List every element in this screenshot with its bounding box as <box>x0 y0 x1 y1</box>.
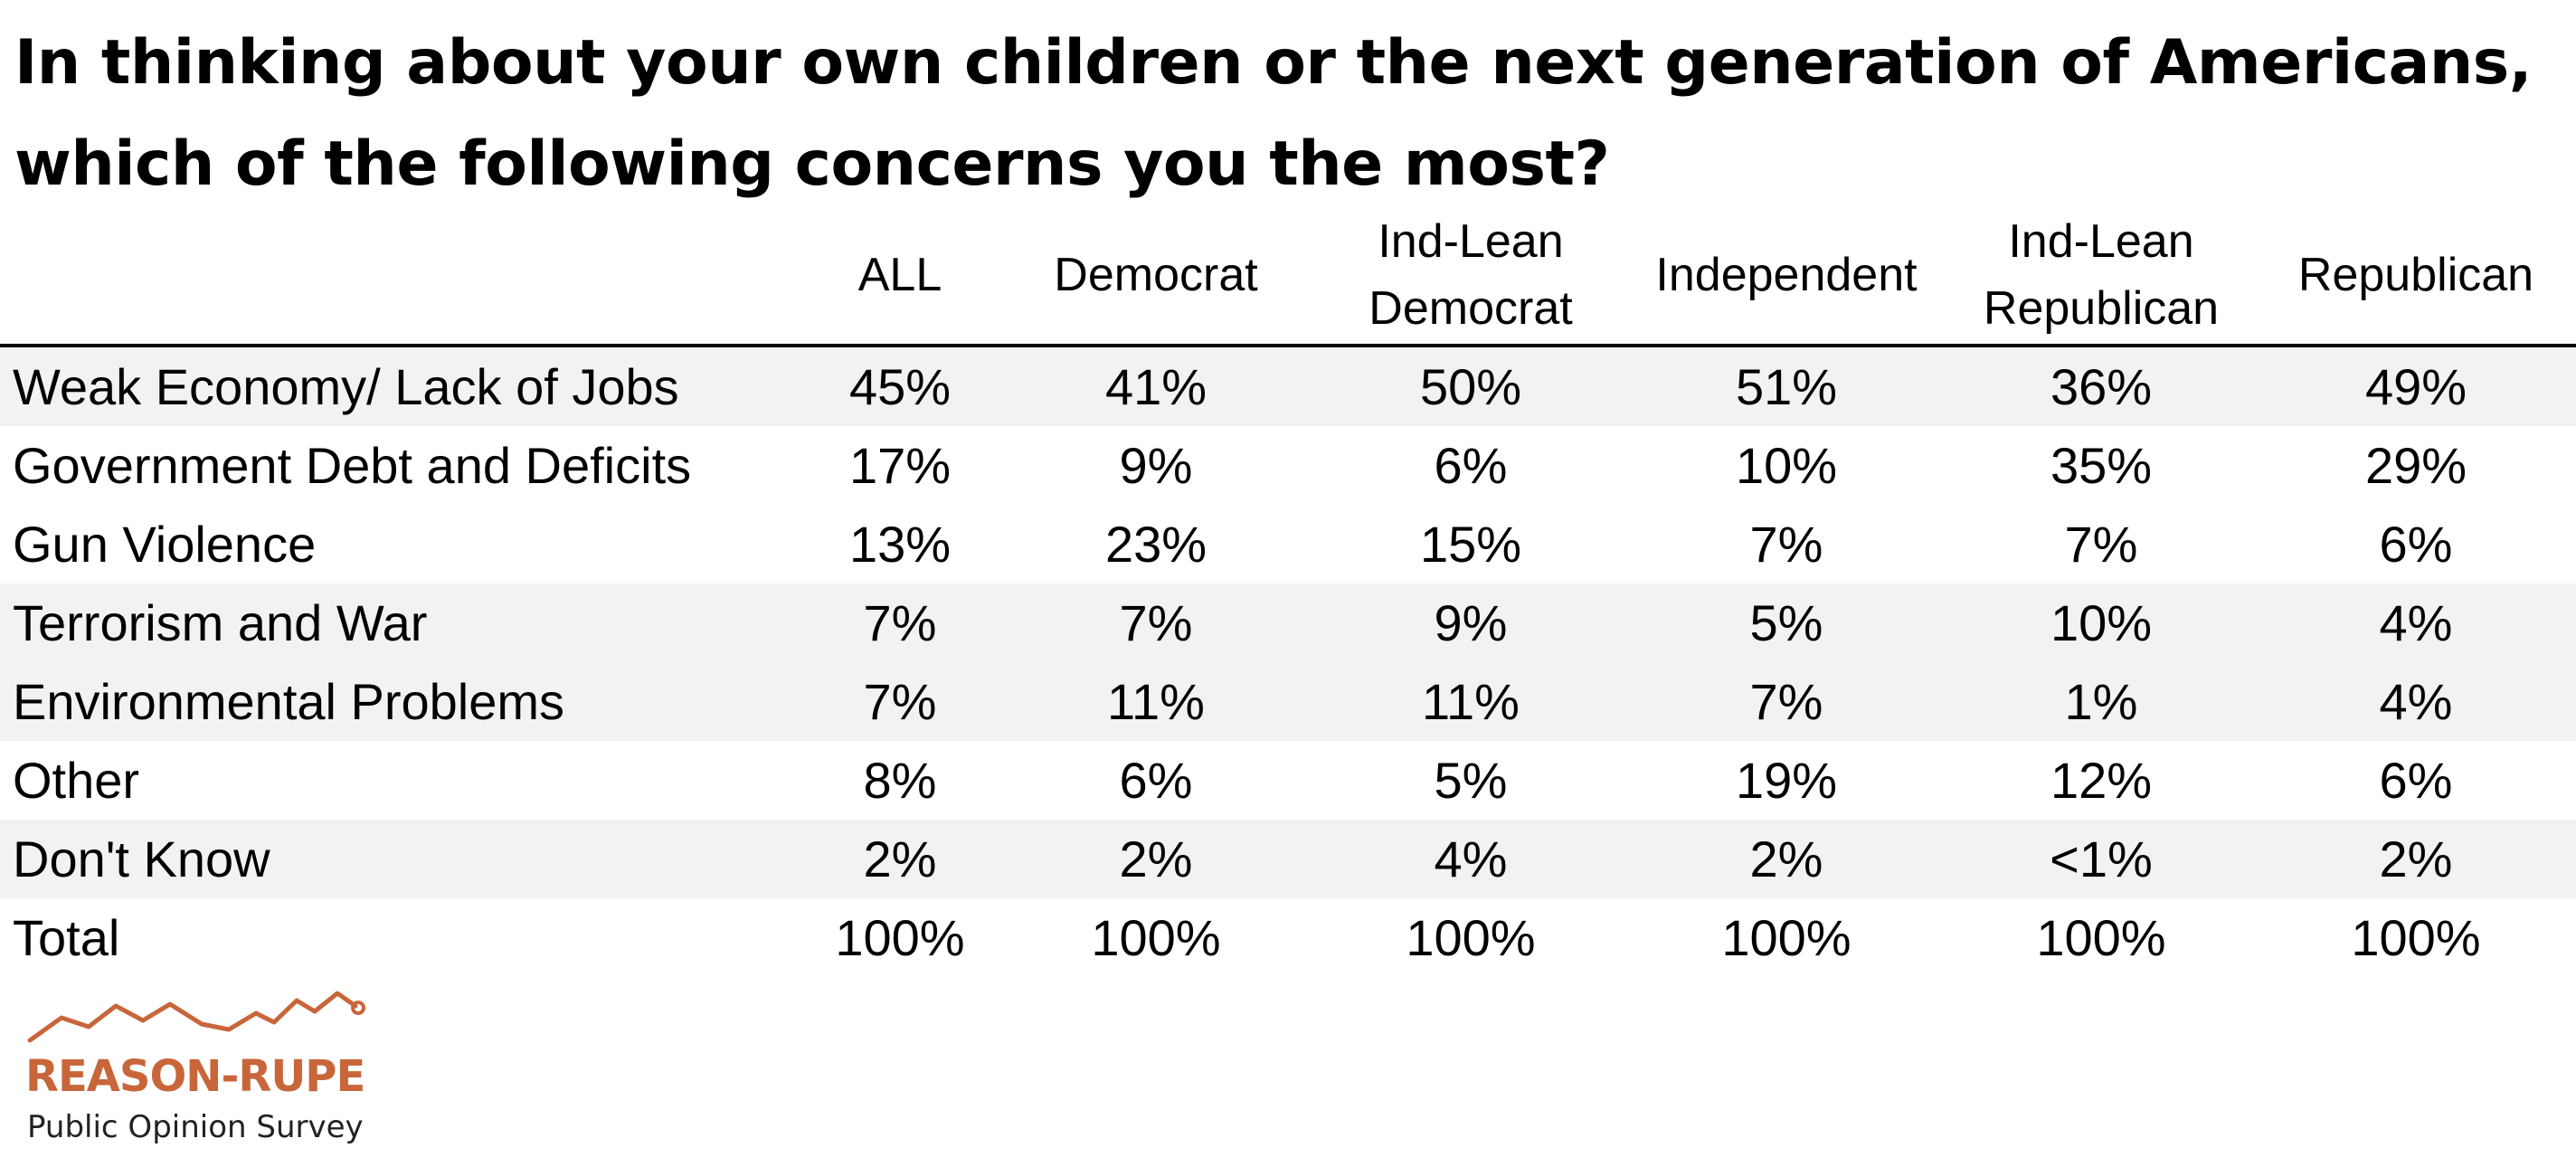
table-cell: 35% <box>2050 437 2153 494</box>
results-table: ALL Democrat Ind-Lean Democrat Independent I… <box>0 206 2576 977</box>
table-row: Government Debt and Deficits 17% 9% 6% 10% 35… <box>0 426 2576 505</box>
table-cell: 19% <box>1735 752 1838 809</box>
row-label: Gun Violence <box>13 516 317 573</box>
table-cell: 6% <box>2379 516 2453 573</box>
row-label: Environmental Problems <box>13 673 565 730</box>
table-cell: 9% <box>1119 437 1193 494</box>
table-cell: 100% <box>2036 909 2166 966</box>
row-label: Weak Economy/ Lack of Jobs <box>13 358 679 415</box>
table-cell: 4% <box>2379 673 2453 730</box>
table-cell: <1% <box>2050 830 2153 887</box>
table-cell: 6% <box>1119 752 1193 809</box>
table-cell: 7% <box>2064 516 2138 573</box>
column-header-5: Republican <box>2297 249 2534 301</box>
table-cell: 5% <box>1434 752 1508 809</box>
table-cell: 41% <box>1104 358 1208 415</box>
reason-rupe-logo: REASON-RUPE Public Opinion Survey <box>25 986 387 1158</box>
table-cell: 50% <box>1419 358 1522 415</box>
table-cell: 12% <box>2050 752 2153 809</box>
table-cell: 45% <box>848 358 952 415</box>
table-cell: 7% <box>863 594 937 651</box>
table-cell: 100% <box>1406 909 1536 966</box>
table-cell: 51% <box>1735 358 1838 415</box>
table-cell: 7% <box>1749 516 1823 573</box>
table-row: Weak Economy/ Lack of Jobs 45% 41% 50% 51% 36… <box>0 347 2576 426</box>
column-header-2: Ind-Lean Democrat <box>1368 215 1573 335</box>
row-label: Total <box>13 909 120 966</box>
table-row: Don't Know 2% 2% 4% 2% <1% 2% <box>0 820 2576 898</box>
table-row: Total 100% 100% 100% 100% 100% 100% <box>0 898 2576 977</box>
table-cell: 11% <box>1107 673 1205 730</box>
row-label: Other <box>13 752 140 809</box>
table-cell: 11% <box>1422 673 1520 730</box>
table-cell: 29% <box>2364 437 2467 494</box>
table-cell: 2% <box>863 830 937 887</box>
table-cell: 100% <box>835 909 965 966</box>
table-cell: 8% <box>863 752 937 809</box>
table-cell: 7% <box>863 673 937 730</box>
table-cell: 4% <box>2379 594 2453 651</box>
table-cell: 6% <box>2379 752 2453 809</box>
table-row: Environmental Problems 7% 11% 11% 7% 1% 4% <box>0 662 2576 741</box>
table-cell: 4% <box>1434 830 1508 887</box>
table-cell: 10% <box>1735 437 1838 494</box>
column-header-row: ALL Democrat Ind-Lean Democrat Independent I… <box>0 206 2576 347</box>
row-label: Terrorism and War <box>13 594 428 651</box>
table-cell: 9% <box>1434 594 1508 651</box>
table-cell: 7% <box>1749 673 1823 730</box>
table-cell: 13% <box>848 516 952 573</box>
column-header-0: ALL <box>857 249 942 301</box>
table-row: Terrorism and War 7% 7% 9% 5% 10% 4% <box>0 584 2576 662</box>
table-cell: 5% <box>1749 594 1823 651</box>
chart-title: In thinking about your own children or t… <box>14 13 2547 215</box>
table-cell: 2% <box>1119 830 1193 887</box>
table-cell: 100% <box>1091 909 1221 966</box>
logo-subtitle: Public Opinion Survey <box>27 1109 364 1145</box>
logo-brand-text: REASON-RUPE <box>25 1051 365 1102</box>
column-header-4: Ind-Lean Republican <box>1983 215 2220 335</box>
table-cell: 17% <box>848 437 952 494</box>
table-cell: 100% <box>1721 909 1852 966</box>
row-label: Don't Know <box>13 830 270 887</box>
row-label: Government Debt and Deficits <box>13 437 692 494</box>
table-body: Weak Economy/ Lack of Jobs 45% 41% 50% 51% 36… <box>0 347 2576 977</box>
table-cell: 7% <box>1119 594 1193 651</box>
table-cell: 100% <box>2351 909 2481 966</box>
table-cell: 10% <box>2050 594 2153 651</box>
table-cell: 2% <box>2379 830 2453 887</box>
chart-title-line-1: In thinking about your own children or t… <box>14 27 2533 99</box>
table-cell: 6% <box>1434 437 1508 494</box>
trend-line-icon <box>27 991 365 1043</box>
table-cell: 1% <box>2064 673 2138 730</box>
table-row: Other 8% 6% 5% 19% 12% 6% <box>0 741 2576 820</box>
table-cell: 2% <box>1749 830 1823 887</box>
table-cell: 23% <box>1104 516 1208 573</box>
chart-title-line-2: which of the following concerns you the … <box>14 128 1610 200</box>
table-cell: 49% <box>2364 358 2467 415</box>
table-row: Gun Violence 13% 23% 15% 7% 7% 6% <box>0 505 2576 584</box>
column-header-3: Independent <box>1655 249 1918 301</box>
table-cell: 36% <box>2050 358 2153 415</box>
column-header-1: Democrat <box>1054 249 1258 301</box>
table-cell: 15% <box>1419 516 1522 573</box>
